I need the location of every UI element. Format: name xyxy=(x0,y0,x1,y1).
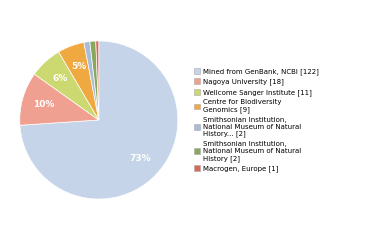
Text: 6%: 6% xyxy=(53,74,68,83)
Wedge shape xyxy=(20,74,99,125)
Wedge shape xyxy=(96,41,99,120)
Wedge shape xyxy=(90,41,99,120)
Wedge shape xyxy=(35,52,99,120)
Text: 73%: 73% xyxy=(130,154,151,163)
Wedge shape xyxy=(84,42,99,120)
Text: 10%: 10% xyxy=(33,100,55,109)
Legend: Mined from GenBank, NCBI [122], Nagoya University [18], Wellcome Sanger Institut: Mined from GenBank, NCBI [122], Nagoya U… xyxy=(194,68,319,172)
Wedge shape xyxy=(20,41,178,199)
Text: 5%: 5% xyxy=(71,62,86,71)
Wedge shape xyxy=(59,42,99,120)
